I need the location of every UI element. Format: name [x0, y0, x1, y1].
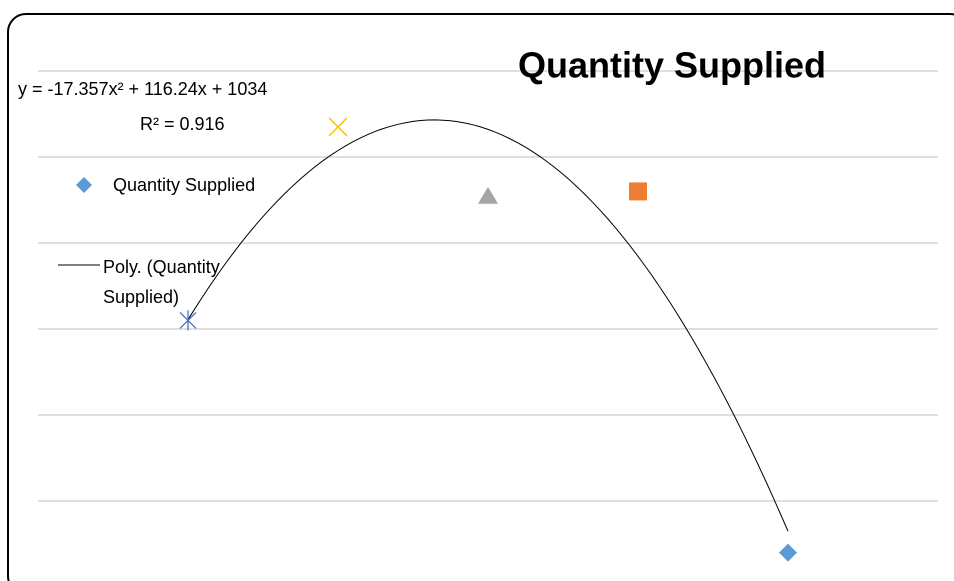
point [478, 186, 498, 204]
legend-trend-label: Poly. (Quantity Supplied) [103, 257, 220, 307]
point [328, 117, 348, 137]
marks [179, 117, 797, 562]
trendline-equation: y = -17.357x² + 116.24x + 1034 [18, 79, 267, 99]
point [779, 543, 797, 562]
r-squared: R² = 0.916 [140, 114, 225, 134]
point [179, 310, 197, 331]
point [629, 182, 647, 201]
trendline-layer [187, 119, 789, 532]
legend-marker [76, 177, 92, 193]
chart-border [7, 13, 954, 581]
legend-label: Quantity Supplied [113, 175, 255, 195]
legend: Quantity Supplied Poly. (Quantity Suppli… [58, 175, 255, 307]
trendline [187, 119, 789, 532]
legend-trend-box: Poly. (Quantity Supplied) [103, 257, 220, 307]
chart-title: Quantity Supplied [518, 45, 826, 86]
